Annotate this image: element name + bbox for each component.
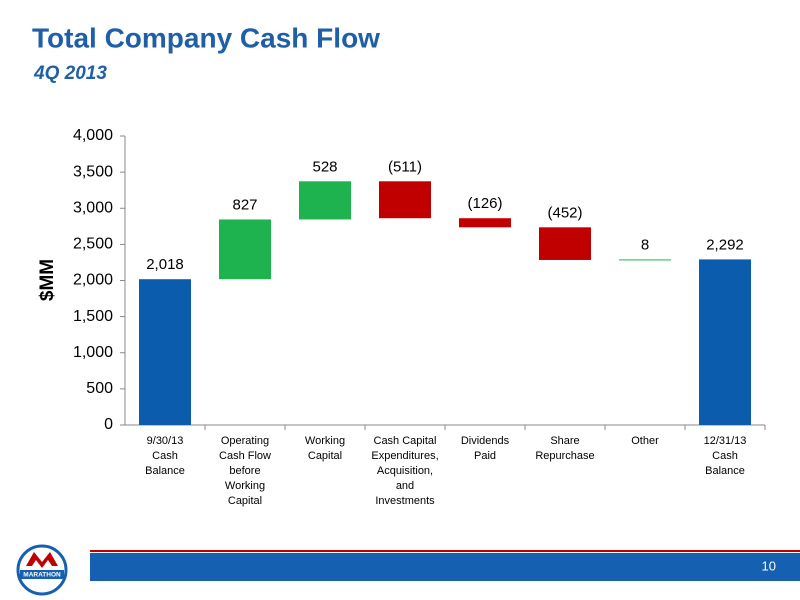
chart-subtitle: 4Q 2013 xyxy=(33,63,107,84)
x-tick-label: Share xyxy=(550,435,579,447)
page-number: 10 xyxy=(762,558,776,573)
logo: MARATHON xyxy=(16,544,68,596)
y-tick-label: 0 xyxy=(104,416,113,433)
x-tick-label: Repurchase xyxy=(535,450,594,462)
chart-title: Total Company Cash Flow xyxy=(32,22,380,53)
x-tick-label: Dividends xyxy=(461,435,510,447)
logo-text: MARATHON xyxy=(23,572,61,579)
x-tick-label: Cash Capital xyxy=(374,435,437,447)
x-tick-label: Cash xyxy=(152,450,178,462)
y-tick-label: 2,500 xyxy=(73,236,113,253)
x-tick-label: 12/31/13 xyxy=(704,435,747,447)
bar xyxy=(139,279,191,425)
x-tick-label: Paid xyxy=(474,450,496,462)
x-tick-label: Capital xyxy=(228,495,262,507)
value-label: (126) xyxy=(467,195,502,212)
x-tick-label: Working xyxy=(305,435,345,447)
bar xyxy=(459,218,511,228)
value-label: 2,018 xyxy=(146,256,184,273)
x-tick-label: before xyxy=(229,465,260,477)
bar xyxy=(219,219,271,280)
bar xyxy=(619,259,671,261)
footer-bar xyxy=(90,553,800,581)
y-tick-label: 2,000 xyxy=(73,272,113,289)
y-tick-label: 1,000 xyxy=(73,344,113,361)
x-tick-label: Cash Flow xyxy=(219,450,271,462)
value-label: 2,292 xyxy=(706,236,744,253)
x-tick-label: Other xyxy=(631,435,659,447)
y-tick-label: 3,500 xyxy=(73,163,113,180)
x-tick-label: Operating xyxy=(221,435,269,447)
x-tick-label: 9/30/13 xyxy=(147,435,184,447)
logo-band xyxy=(20,570,64,579)
x-tick-label: Acquisition, xyxy=(377,465,433,477)
value-label: (511) xyxy=(388,158,422,175)
logo-m xyxy=(26,552,58,568)
y-tick-label: 500 xyxy=(86,380,113,397)
x-tick-label: Investments xyxy=(375,495,435,507)
x-tick-label: Balance xyxy=(705,465,745,477)
y-tick-label: 4,000 xyxy=(73,127,113,144)
y-tick-label: 1,500 xyxy=(73,308,113,325)
bar xyxy=(299,181,351,220)
value-label: 8 xyxy=(641,236,649,253)
bar xyxy=(539,227,591,260)
x-tick-label: Working xyxy=(225,480,265,492)
value-label: 528 xyxy=(312,158,337,175)
x-tick-label: Cash xyxy=(712,450,738,462)
x-tick-label: Balance xyxy=(145,465,185,477)
y-axis-label: $MM xyxy=(37,259,58,301)
bar xyxy=(699,259,751,425)
value-label: (452) xyxy=(547,204,582,221)
x-tick-label: Expenditures, xyxy=(371,450,438,462)
bar xyxy=(379,181,431,219)
y-tick-label: 3,000 xyxy=(73,199,113,216)
x-tick-label: and xyxy=(396,480,414,492)
x-tick-label: Capital xyxy=(308,450,342,462)
value-label: 827 xyxy=(232,196,257,213)
